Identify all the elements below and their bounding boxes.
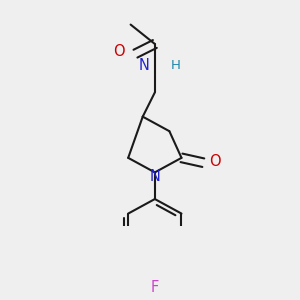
Text: H: H bbox=[170, 59, 180, 72]
Text: F: F bbox=[151, 280, 159, 295]
Text: O: O bbox=[113, 44, 124, 59]
Text: N: N bbox=[149, 169, 160, 184]
Text: O: O bbox=[210, 154, 221, 169]
Text: N: N bbox=[139, 58, 149, 73]
